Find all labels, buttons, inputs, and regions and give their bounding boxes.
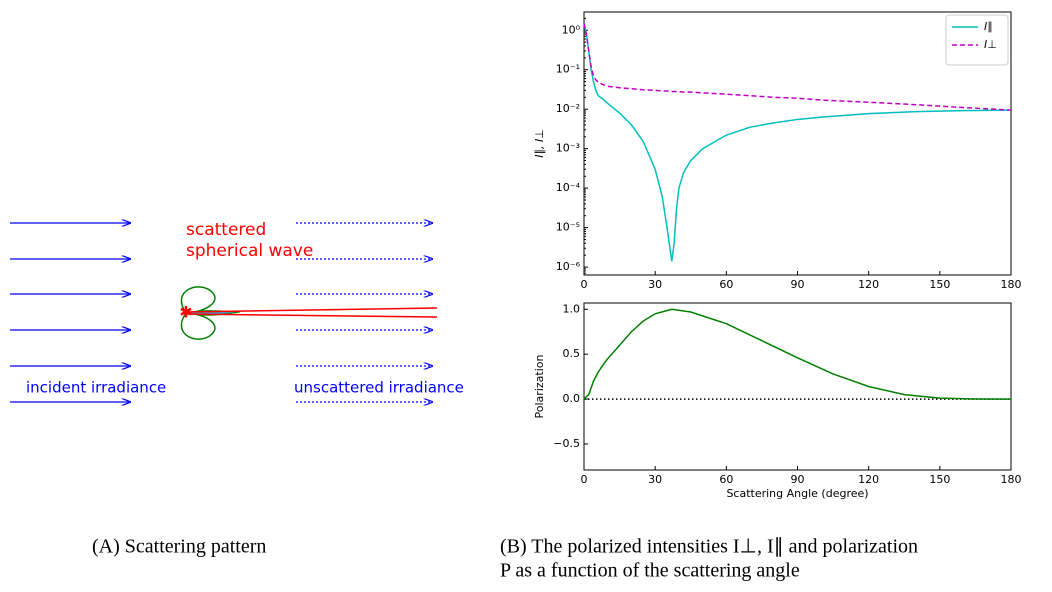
y-tick-label: 10⁻⁴ (556, 181, 581, 194)
scattering-diagram: ✱ scattered spherical wave incident irra… (10, 220, 464, 402)
caption: (B) The polarized intensities I⊥, I∥ and… (500, 536, 918, 558)
y-tick-label: −0.5 (553, 437, 580, 450)
caption: (A) Scattering pattern (92, 536, 266, 558)
scatterer: ✱ (179, 303, 192, 322)
incident-label: incident irradiance (26, 379, 166, 397)
y-tick-label: 0.0 (563, 392, 581, 405)
x-tick-label: 150 (929, 473, 950, 486)
series-line (583, 23, 1012, 262)
y-tick-label: 10⁻⁵ (556, 221, 580, 234)
y-tick-label: 10⁻⁶ (556, 260, 581, 273)
x-tick-label: 150 (929, 278, 950, 291)
x-tick-label: 120 (858, 278, 879, 291)
x-tick-label: 180 (1001, 278, 1022, 291)
x-tick-label: 180 (1001, 473, 1022, 486)
x-tick-label: 90 (791, 473, 805, 486)
x-axis-label: Scattering Angle (degree) (726, 487, 868, 500)
x-tick-label: 60 (719, 473, 733, 486)
x-tick-label: 90 (791, 278, 805, 291)
legend-label: I⊥ (984, 38, 997, 51)
x-tick-label: 30 (648, 278, 662, 291)
scattered-label: spherical wave (186, 241, 313, 261)
y-tick-label: 1.0 (563, 302, 581, 315)
unscattered-label: unscattered irradiance (294, 379, 464, 397)
y-tick-label: 10⁰ (562, 23, 581, 36)
scattered-label: scattered (186, 220, 266, 240)
y-tick-label: 10⁻³ (556, 142, 580, 155)
legend-label: I∥ (984, 20, 993, 33)
x-tick-label: 60 (719, 278, 733, 291)
legend (945, 14, 1009, 66)
y-axis-label: Polarization (533, 355, 546, 419)
scattered-ray (185, 313, 438, 318)
y-axis-label: I∥, I⊥ (533, 129, 546, 158)
y-tick-label: 10⁻² (556, 102, 580, 115)
scattered-ray (185, 307, 438, 313)
x-tick-label: 30 (648, 473, 662, 486)
y-tick-label: 10⁻¹ (556, 63, 580, 76)
series-line (583, 23, 1012, 111)
x-tick-label: 0 (581, 473, 588, 486)
y-tick-label: 0.5 (563, 347, 581, 360)
caption: P as a function of the scattering angle (500, 560, 800, 582)
x-tick-label: 120 (858, 473, 879, 486)
x-tick-label: 0 (581, 278, 588, 291)
plot-frame (583, 302, 1012, 471)
series-line (583, 308, 1012, 400)
